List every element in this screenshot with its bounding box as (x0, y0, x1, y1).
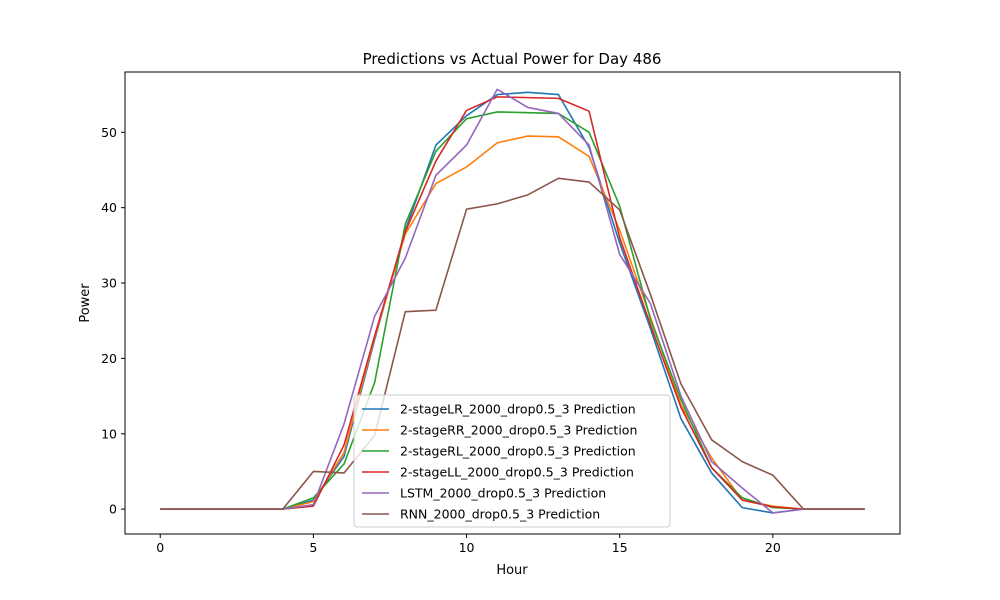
legend-label-5: RNN_2000_drop0.5_3 Prediction (400, 507, 600, 522)
plot-area-frame (124, 71, 901, 535)
legend-label-0: 2-stageLR_2000_drop0.5_3 Prediction (400, 402, 636, 417)
x-tick-label: 5 (309, 540, 317, 555)
series-line-5 (160, 177, 865, 510)
y-tick-label: 30 (101, 276, 117, 291)
y-axis-label: Power (78, 283, 93, 323)
y-tick-label: 10 (101, 426, 117, 441)
x-axis-ticks: 0 5 10 15 20 (156, 534, 781, 555)
y-tick-label: 50 (101, 125, 117, 140)
x-tick-label: 15 (612, 540, 628, 555)
y-tick-label: 0 (109, 502, 117, 517)
x-tick-label: 0 (156, 540, 164, 555)
y-tick-label: 20 (101, 351, 117, 366)
legend-label-2: 2-stageRL_2000_drop0.5_3 Prediction (400, 444, 636, 459)
x-tick-label: 10 (459, 540, 475, 555)
chart-title: Predictions vs Actual Power for Day 486 (363, 50, 662, 68)
x-tick-label: 20 (765, 540, 781, 555)
y-tick-label: 40 (101, 200, 117, 215)
legend-entries: 2-stageLR_2000_drop0.5_3 Prediction 2-sta… (362, 402, 637, 522)
y-axis-ticks: 0 10 20 30 40 50 (101, 125, 125, 517)
series-lines (160, 88, 865, 514)
legend-label-4: LSTM_2000_drop0.5_3 Prediction (400, 486, 606, 501)
legend-label-3: 2-stageLL_2000_drop0.5_3 Prediction (400, 465, 634, 480)
legend-label-1: 2-stageRR_2000_drop0.5_3 Prediction (400, 423, 637, 438)
legend: 2-stageLR_2000_drop0.5_3 Prediction 2-sta… (353, 394, 671, 528)
x-axis-label: Hour (496, 563, 528, 578)
legend-frame (353, 394, 671, 528)
